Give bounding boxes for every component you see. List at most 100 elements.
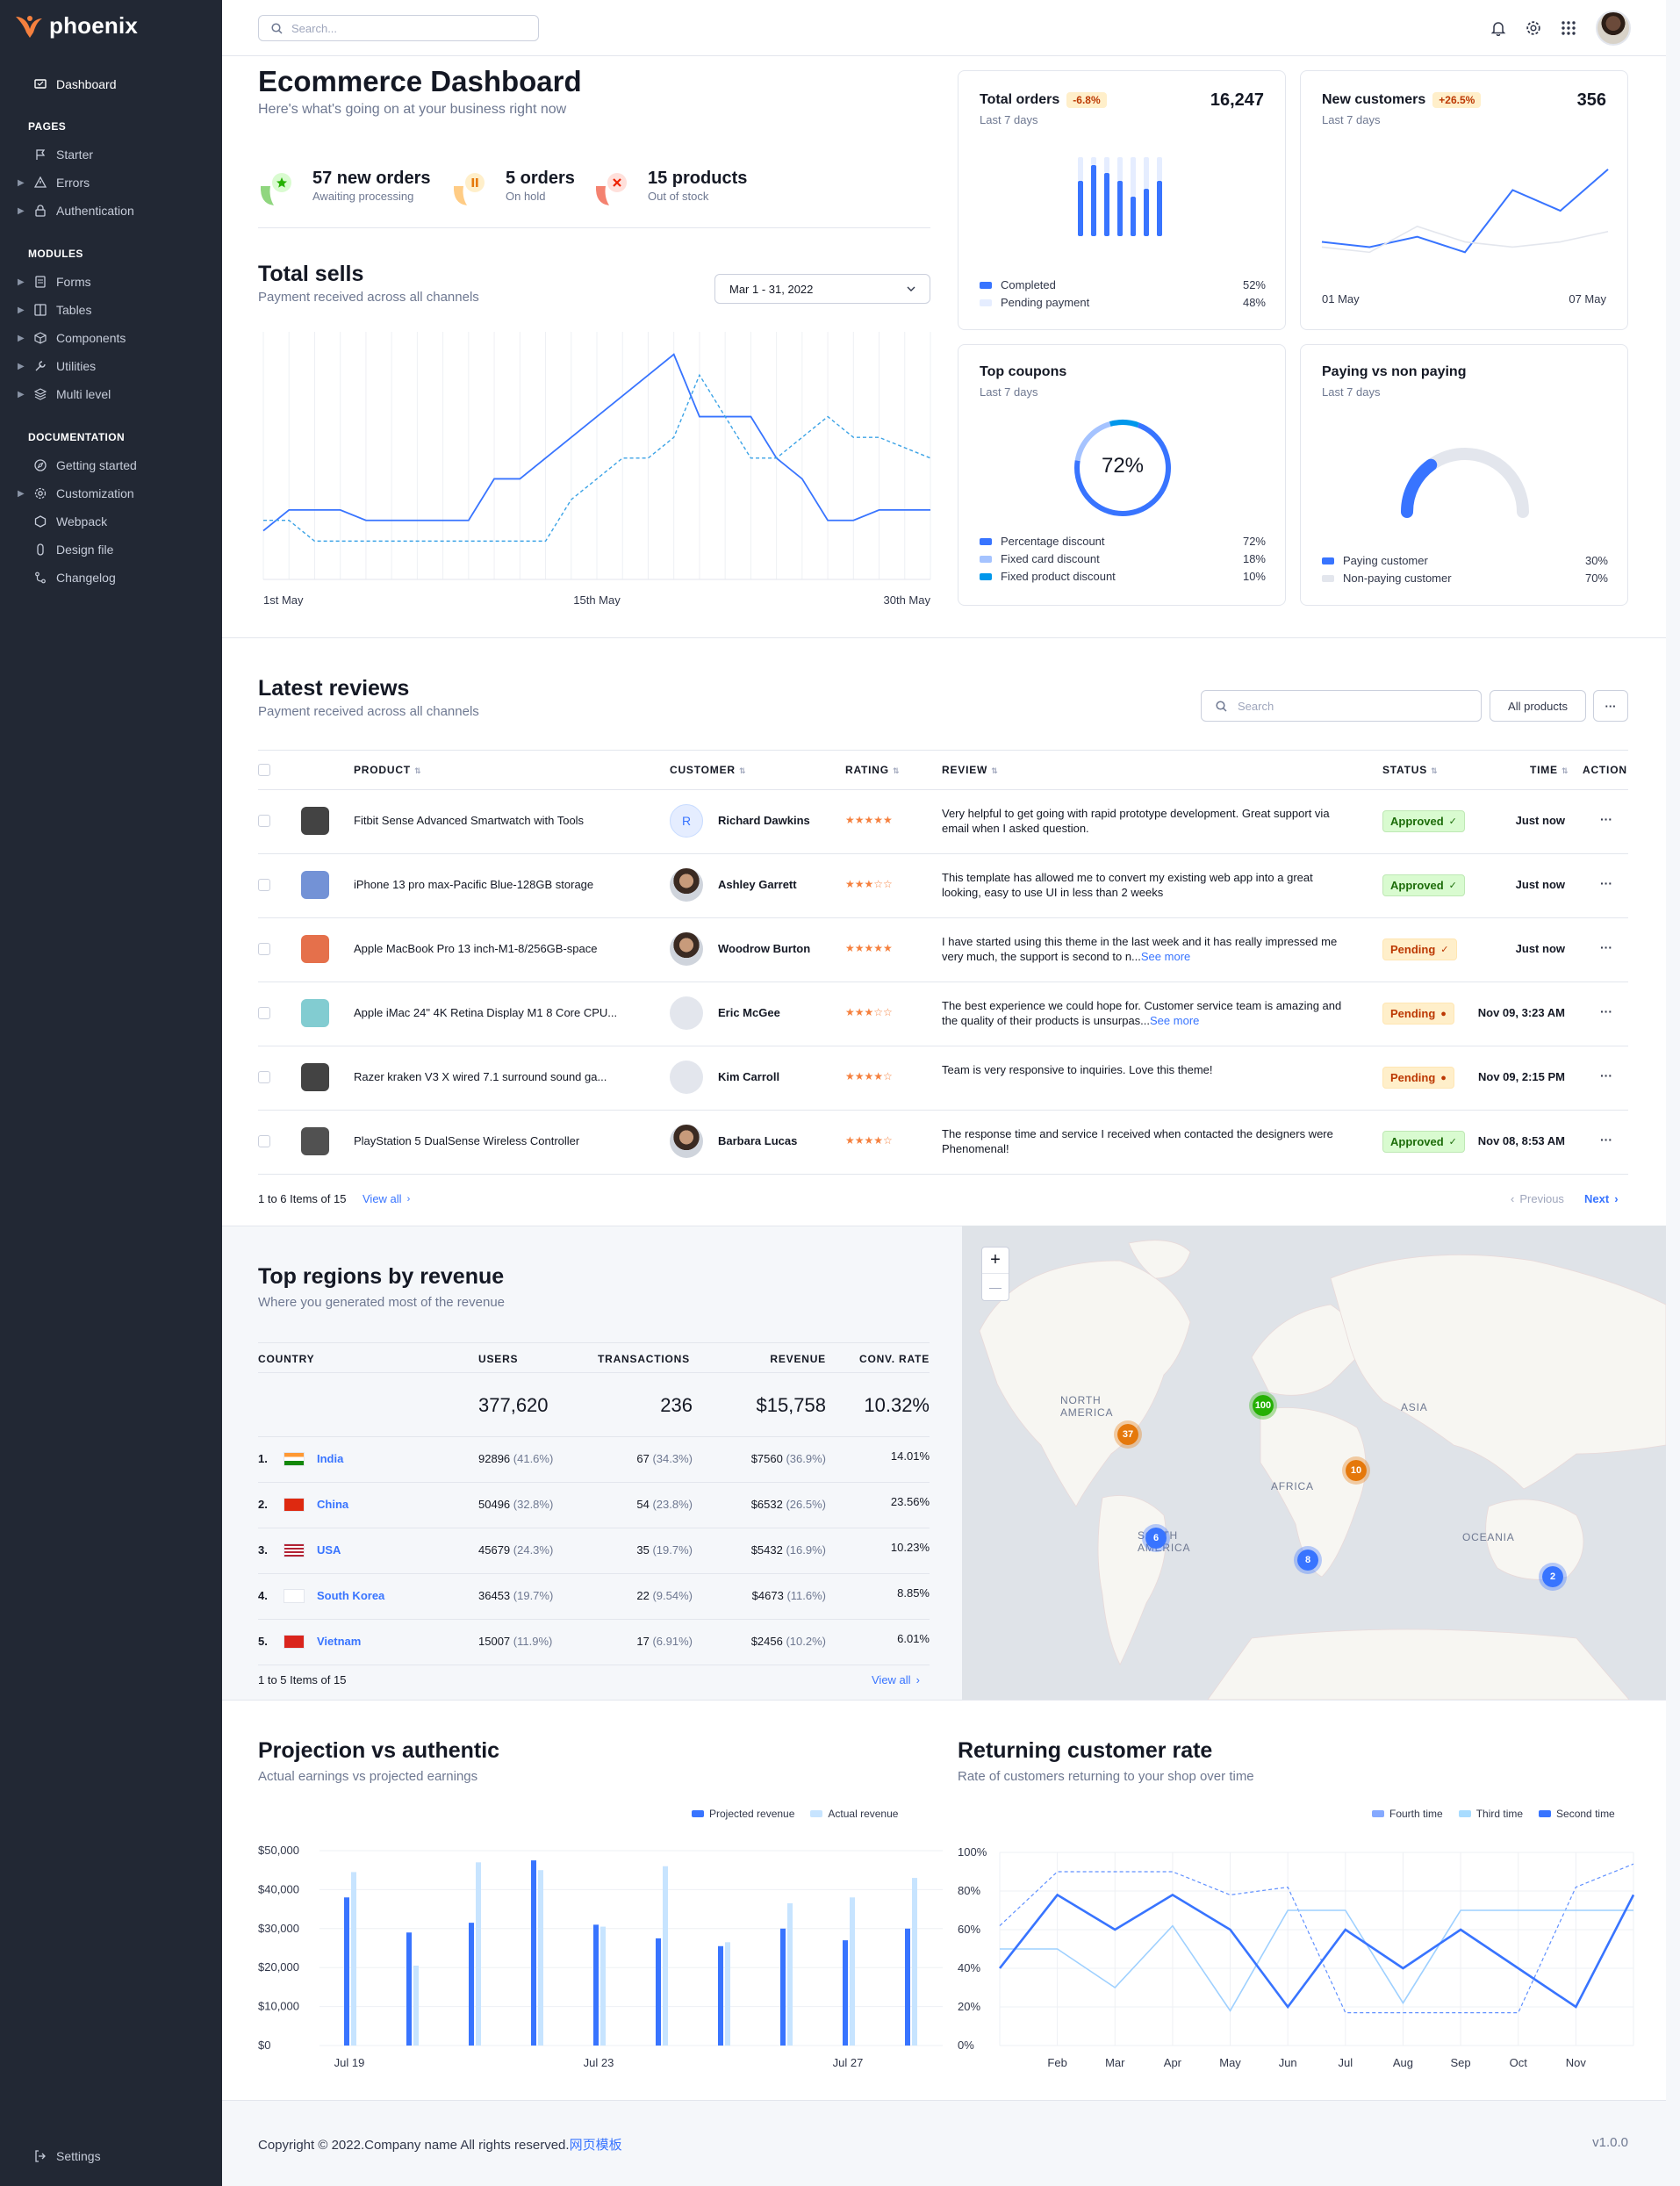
row-action-button[interactable]: ··· (1600, 940, 1612, 954)
transactions-value: 17 (636, 1635, 650, 1648)
sidebar-item-authentication[interactable]: ▶ Authentication (18, 201, 134, 220)
search-input[interactable]: Search... (258, 15, 539, 41)
sidebar-item-starter[interactable]: Starter (18, 145, 93, 164)
sidebar-item-components[interactable]: ▶ Components (18, 328, 126, 348)
country-link[interactable]: USA (317, 1543, 341, 1557)
footer-link[interactable]: 网页模板 (569, 2138, 622, 2153)
total-transactions: 236 (660, 1394, 693, 1416)
bar-pending (1104, 157, 1109, 173)
bar-completed (1104, 173, 1109, 236)
map-cluster-marker[interactable]: 10 (1342, 1456, 1370, 1485)
map-cluster-marker[interactable]: 6 (1142, 1524, 1170, 1552)
regions-view-all-link[interactable]: View all › (872, 1673, 920, 1686)
row-action-button[interactable]: ··· (1600, 1133, 1612, 1147)
sidebar-item-multi-level[interactable]: ▶ Multi level (18, 385, 111, 404)
map-cluster-marker[interactable]: 37 (1114, 1420, 1142, 1449)
country-link[interactable]: India (317, 1452, 344, 1465)
row-action-button[interactable]: ··· (1600, 1068, 1612, 1082)
product-name[interactable]: Apple MacBook Pro 13 inch-M1-8/256GB-spa… (354, 942, 598, 955)
dashboard-icon (33, 77, 47, 91)
sidebar-item-customization[interactable]: ▶ Customization (18, 484, 134, 503)
legend-value: 48% (1242, 296, 1266, 309)
next-page-button[interactable]: Next › (1584, 1192, 1619, 1205)
reviews-search-input[interactable]: Search (1201, 690, 1482, 722)
x-tick-label: Jun (1279, 2056, 1297, 2069)
sidebar-item-design-file[interactable]: Design file (18, 540, 113, 559)
customer-name[interactable]: Barbara Lucas (718, 1134, 798, 1147)
sidebar-item-utilities[interactable]: ▶ Utilities (18, 356, 96, 376)
map-cluster-marker[interactable]: 100 (1249, 1391, 1277, 1420)
customer-name[interactable]: Kim Carroll (718, 1070, 780, 1083)
row-checkbox[interactable] (258, 815, 270, 827)
sidebar-item-settings[interactable]: Settings (18, 2146, 101, 2166)
sidebar-item-label: Customization (56, 486, 134, 500)
product-name[interactable]: Razer kraken V3 X wired 7.1 surround sou… (354, 1070, 607, 1083)
check-icon: ✓ (1440, 945, 1449, 955)
table-divider (258, 853, 1628, 854)
date-range-select[interactable]: Mar 1 - 31, 2022 (714, 274, 930, 304)
bottom-charts-section (222, 1700, 1666, 2100)
customer-name[interactable]: Eric McGee (718, 1006, 780, 1019)
customer-name[interactable]: Woodrow Burton (718, 942, 811, 955)
status-label: Pending (1390, 943, 1436, 956)
country-flag (284, 1498, 305, 1512)
header-label: STATUS (1382, 764, 1428, 776)
zoom-out-button[interactable]: — (989, 1280, 1002, 1294)
column-header-rating[interactable]: RATING ⇅ (845, 764, 900, 776)
bar-projected (344, 1897, 349, 2046)
row-checkbox[interactable] (258, 1007, 270, 1019)
more-options-button[interactable]: ··· (1593, 690, 1628, 722)
x-tick-label: 01 May (1322, 292, 1360, 306)
zoom-in-button[interactable]: + (982, 1248, 1009, 1274)
product-name[interactable]: Apple iMac 24" 4K Retina Display M1 8 Co… (354, 1006, 618, 1019)
map-label-north-america: NORTH AMERICA (1060, 1394, 1114, 1419)
all-products-button[interactable]: All products (1490, 690, 1586, 722)
column-header-review[interactable]: REVIEW ⇅ (942, 764, 999, 776)
row-action-button[interactable]: ··· (1600, 876, 1612, 890)
legend-swatch (692, 1810, 704, 1817)
row-action-button[interactable]: ··· (1600, 812, 1612, 826)
revenue-map[interactable]: NORTH AMERICA ASIA AFRICA SOUTH AMERICA … (962, 1226, 1666, 1700)
column-header-customer[interactable]: CUSTOMER ⇅ (670, 764, 746, 776)
sidebar-item-changelog[interactable]: Changelog (18, 568, 116, 587)
product-name[interactable]: PlayStation 5 DualSense Wireless Control… (354, 1134, 580, 1147)
user-avatar[interactable] (1596, 11, 1631, 46)
row-action-button[interactable]: ··· (1600, 1004, 1612, 1018)
row-checkbox[interactable] (258, 943, 270, 955)
sidebar-item-forms[interactable]: ▶ Forms (18, 272, 91, 291)
map-cluster-marker[interactable]: 2 (1539, 1563, 1567, 1591)
row-checkbox[interactable] (258, 1071, 270, 1083)
sidebar-item-tables[interactable]: ▶ Tables (18, 300, 91, 320)
country-link[interactable]: Vietnam (317, 1635, 362, 1648)
logo[interactable]: phoenix (14, 12, 138, 40)
column-header-time[interactable]: TIME ⇅ (1530, 764, 1569, 776)
country-link[interactable]: South Korea (317, 1589, 385, 1602)
top-coupons-donut (1074, 420, 1171, 516)
see-more-link[interactable]: See more (1140, 950, 1191, 963)
row-checkbox[interactable] (258, 1135, 270, 1147)
country-link[interactable]: China (317, 1498, 349, 1511)
customer-name[interactable]: Richard Dawkins (718, 814, 810, 827)
check-icon: ✓ (1448, 816, 1457, 827)
sidebar-item-errors[interactable]: ▶ Errors (18, 173, 90, 192)
column-header-status[interactable]: STATUS ⇅ (1382, 764, 1439, 776)
sidebar-item-dashboard[interactable]: Dashboard (18, 75, 117, 94)
reviews-view-all-link[interactable]: View all › (363, 1192, 410, 1205)
map-cluster-marker[interactable]: 8 (1294, 1546, 1322, 1574)
legend-label: Third time (1475, 1808, 1524, 1820)
see-more-link[interactable]: See more (1150, 1014, 1200, 1027)
conv-rate-cell: 6.01% (897, 1632, 930, 1645)
previous-page-button[interactable]: ‹ Previous (1511, 1192, 1564, 1205)
product-name[interactable]: iPhone 13 pro max-Pacific Blue-128GB sto… (354, 878, 594, 891)
column-header-conv-rate: CONV. RATE (858, 1353, 930, 1365)
sidebar-item-getting-started[interactable]: Getting started (18, 456, 137, 475)
row-checkbox[interactable] (258, 879, 270, 891)
column-header-product[interactable]: PRODUCT ⇅ (354, 764, 421, 776)
gear-icon[interactable] (1526, 20, 1541, 36)
product-name[interactable]: Fitbit Sense Advanced Smartwatch with To… (354, 814, 585, 827)
grid-apps-icon[interactable] (1561, 20, 1576, 36)
select-all-checkbox[interactable] (258, 764, 270, 776)
bell-icon[interactable] (1490, 20, 1506, 36)
customer-name[interactable]: Ashley Garrett (718, 878, 797, 891)
sidebar-item-webpack[interactable]: Webpack (18, 512, 107, 531)
